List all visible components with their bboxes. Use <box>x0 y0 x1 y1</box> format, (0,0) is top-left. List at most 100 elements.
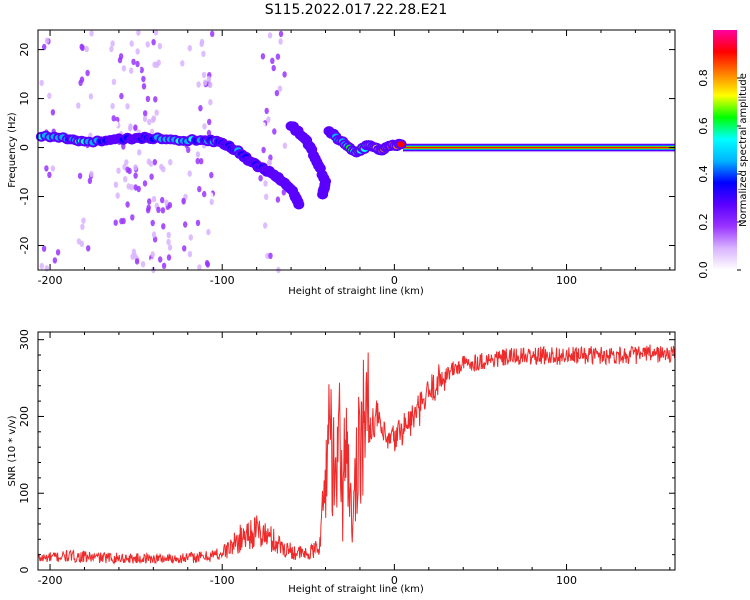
spectrogram-noise-cell <box>145 41 150 48</box>
spectrogram-noise-cell <box>47 171 52 178</box>
spectrogram-noise-cell <box>140 261 146 268</box>
spectrogram-noise-cell <box>263 222 268 229</box>
spectrogram-noise-cell <box>150 219 155 227</box>
spectrogram-noise-cell <box>158 256 163 263</box>
spectrogram-noise-cell <box>108 215 113 223</box>
snr-axes-ticks: -200 -100 0 100 0 100 200 300 <box>18 329 675 587</box>
spectrogram-noise-cell <box>198 105 203 112</box>
spectrogram-noise-cell <box>149 92 154 100</box>
colorbar-gradient <box>713 30 737 270</box>
spectrogram-noise-cell <box>197 32 202 40</box>
spectrogram-noise-cell <box>258 175 263 182</box>
spectrogram-noise-cell <box>125 103 130 110</box>
snr-series-line <box>37 344 676 565</box>
colorbar: 0.0 0.2 0.4 0.6 0.8 Normalized spectral ampl… <box>697 30 749 279</box>
spectrogram-noise-cell <box>209 215 214 222</box>
spectrogram-noise-cell <box>268 252 273 259</box>
spectrogram-noise-cell <box>135 60 140 68</box>
spectrogram-noise-cell <box>137 149 142 156</box>
spectrogram-noise-cell <box>278 38 283 45</box>
spectrogram-noise-cell <box>206 228 211 236</box>
spectrogram-noise-cell <box>133 164 138 171</box>
figure-title: S115.2022.017.22.28.E21 <box>265 2 448 18</box>
spectrogram-noise-cell <box>149 128 155 135</box>
spectrogram-noise-cell <box>47 92 52 100</box>
spectrogram-noise-cell <box>188 234 193 241</box>
spectrogram-noise-cell <box>84 120 89 127</box>
spectrogram-noise-cell <box>210 30 215 37</box>
spectrogram-noise-cell <box>160 196 165 204</box>
spectrogram-noise-cell <box>166 238 171 246</box>
spectrogram-noise-cell <box>86 245 91 252</box>
spectrogram-noise-cell <box>109 45 114 53</box>
spectrogram-noise-cell <box>50 109 56 116</box>
spectrogram-noise-cell <box>272 128 277 135</box>
spectrogram-noise-cell <box>87 177 93 184</box>
spectrogram-noise-cell <box>167 244 173 251</box>
colorbar-tick-label: 0.2 <box>697 213 710 231</box>
spectrogram-noise-cell <box>211 110 216 117</box>
spectrogram-noise-cell <box>136 220 141 227</box>
spectrogram-noise-cell <box>282 220 287 228</box>
spectrogram-noise-cell <box>151 39 156 46</box>
spectrogram-noise-cell <box>141 75 146 83</box>
spectrogram-noise-cell <box>278 30 284 38</box>
spectrogram-noise-cell <box>180 60 185 67</box>
spectrogram-noise-cell <box>199 158 204 165</box>
spectrogram-noise-cell <box>113 219 118 226</box>
spectrogram-noise-cell <box>119 92 124 100</box>
spectrogram-noise-cell <box>89 30 94 37</box>
spectrogram-noise-cell <box>129 40 134 47</box>
spectrogram-noise-cell <box>81 217 86 224</box>
secondary-trace-cell <box>318 191 327 198</box>
spectrogram-noise-cell <box>283 52 288 60</box>
spectrogram-noise-cell <box>44 165 49 172</box>
spectrogram-noise-cell <box>202 123 207 130</box>
spectrogram-noise-cell <box>131 58 136 65</box>
spectrogram-noise-cell <box>205 261 210 268</box>
spectrogram-noise-cell <box>153 29 159 36</box>
snr-ytick-label: 100 <box>18 483 31 504</box>
spectrogram-ytick-label: -10 <box>18 188 31 206</box>
spectrogram-noise-cell <box>44 265 49 272</box>
snr-ylabel: SNR (10 * v/v) <box>7 415 18 486</box>
spectrogram-xtick-label: -100 <box>210 274 235 287</box>
spectrogram-noise-cell <box>201 62 206 69</box>
spectrogram-noise-cell <box>196 58 202 65</box>
spectrogram-noise-cell <box>133 172 138 179</box>
spectrogram-noise-cell <box>267 159 272 166</box>
spectrogram-noise-cell <box>88 93 94 100</box>
spectrogram-noise-cell <box>145 95 151 103</box>
spectrogram-noise-cell <box>113 181 119 188</box>
secondary-trace-cell <box>316 165 325 172</box>
spectrogram-noise-cell <box>186 146 191 154</box>
spectrogram-noise-cell <box>162 152 167 159</box>
snr-panel: -200 -100 0 100 0 100 200 300 Height of straigh… <box>7 329 676 595</box>
spectrogram-noise-cell <box>111 78 117 86</box>
spectrogram-noise-cell <box>161 166 166 173</box>
spectrogram-noise-cell <box>204 245 210 252</box>
colorbar-label: Normalized spectral amplitude <box>738 73 749 227</box>
spectrogram-noise-cell <box>115 192 120 199</box>
spectrogram-noise-cell <box>203 79 208 86</box>
spectrogram-noise-cell <box>198 116 204 124</box>
snr-xtick-label: -200 <box>38 574 63 587</box>
spectrogram-noise-cell <box>147 118 152 126</box>
spectrogram-noise-cell <box>146 204 151 211</box>
spectrogram-noise-cell <box>201 71 207 79</box>
spectrogram-noise-cell <box>44 37 50 44</box>
spectrogram-noise-cell <box>142 180 148 187</box>
spectrogram-noise-cell <box>149 173 154 180</box>
carrier-band-6 <box>403 147 675 149</box>
spectrogram-noise-cell <box>209 198 214 206</box>
colorbar-tick-label: 0.6 <box>697 117 710 135</box>
spectrogram-noise-cell <box>195 219 201 227</box>
spectrogram-noise-cell <box>186 118 191 125</box>
spectrogram-frame <box>37 29 676 271</box>
snr-frame <box>37 331 676 571</box>
spectrogram-noise-cell <box>135 48 140 55</box>
spectrogram-noise-cell <box>128 123 133 130</box>
spectrogram-noise-cell <box>281 189 286 196</box>
